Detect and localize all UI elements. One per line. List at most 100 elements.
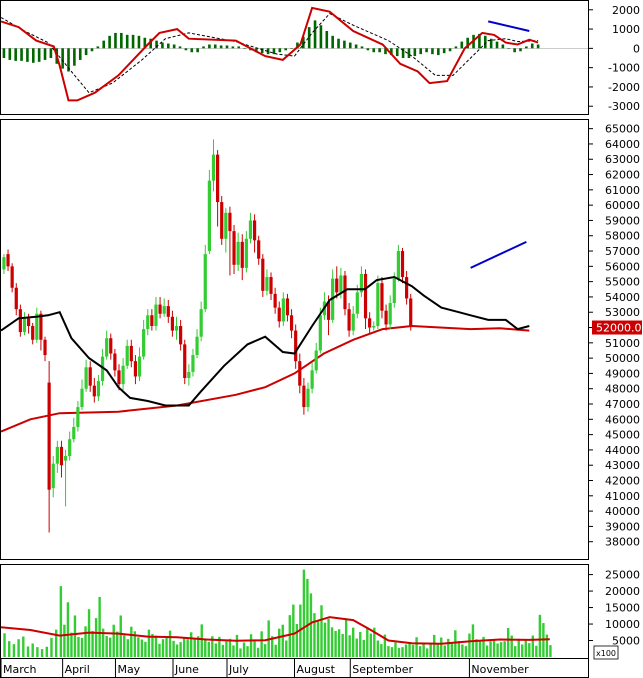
volume-bar xyxy=(461,644,464,657)
macd-histogram-bar xyxy=(366,48,370,51)
volume-bar xyxy=(309,593,313,657)
price-candle-body xyxy=(63,456,68,461)
price-candle-body xyxy=(137,356,142,377)
macd-histogram-bar xyxy=(501,44,505,49)
macd-histogram-bar xyxy=(184,48,188,51)
volume-bar xyxy=(528,643,531,657)
price-candle-body xyxy=(207,180,211,252)
macd-histogram-bar xyxy=(519,48,522,52)
price-candle-body xyxy=(277,307,281,322)
price-candle-body xyxy=(244,238,248,268)
price-candle-body xyxy=(18,309,22,333)
price-candle-body xyxy=(269,277,273,294)
macd-axis-tick-label: 1000 xyxy=(612,23,640,36)
macd-histogram-bar xyxy=(102,40,106,49)
price-axis-tick-label: 38000 xyxy=(605,536,640,549)
volume-bar xyxy=(147,629,151,657)
macd-histogram-bar xyxy=(143,37,147,49)
volume-bar xyxy=(506,627,510,657)
macd-histogram-bar xyxy=(120,32,123,49)
volume-bar xyxy=(373,627,376,657)
price-candle-body xyxy=(228,212,232,232)
volume-bar xyxy=(313,613,316,657)
macd-histogram-bar xyxy=(530,43,534,49)
price-candle-body xyxy=(199,309,203,337)
volume-bar xyxy=(63,624,66,657)
price-candle-body xyxy=(187,371,191,379)
volume-bar xyxy=(302,569,306,657)
price-candle-body xyxy=(68,439,72,457)
macd-histogram-bar xyxy=(84,48,88,56)
macd-histogram-bar xyxy=(454,46,458,49)
price-candle-body xyxy=(158,304,162,314)
last-price-label-bg xyxy=(592,320,642,335)
volume-bar xyxy=(253,641,256,657)
volume-bar xyxy=(369,633,373,657)
price-candle-body xyxy=(113,353,117,371)
price-candle-body xyxy=(142,329,146,357)
volume-bar xyxy=(263,644,267,657)
macd-histogram-bar xyxy=(2,48,6,58)
macd-histogram-bar xyxy=(413,48,417,57)
macd-histogram-bar xyxy=(137,35,141,49)
macd-histogram-bar xyxy=(319,25,323,49)
month-label: August xyxy=(297,663,336,676)
macd-histogram-bar xyxy=(255,48,258,53)
macd-histogram-bar xyxy=(202,46,205,49)
volume-bar xyxy=(380,644,383,657)
price-candle-body xyxy=(6,254,10,267)
price-candle-body xyxy=(55,446,59,464)
volume-bar xyxy=(179,642,182,657)
volume-axis-tick-label: 5000 xyxy=(612,635,640,648)
price-candle-body xyxy=(388,303,392,325)
price-candle-body xyxy=(248,220,253,239)
price-axis-tick-label: 56000 xyxy=(605,260,640,273)
volume-bar xyxy=(214,643,218,657)
price-candle-body xyxy=(51,463,55,489)
price-axis-tick-label: 45000 xyxy=(605,429,640,442)
macd-histogram-bar xyxy=(331,35,334,49)
volume-bar xyxy=(489,641,492,657)
volume-bar xyxy=(447,638,450,657)
volume-bar xyxy=(242,642,246,657)
macd-histogram-bar xyxy=(90,48,94,52)
volume-bar xyxy=(274,644,277,657)
volume-bar xyxy=(94,618,98,657)
volume-bar xyxy=(355,638,358,657)
price-candle-body xyxy=(310,370,314,389)
volume-bar xyxy=(499,642,503,657)
volume-bar xyxy=(440,637,443,657)
month-label: July xyxy=(228,663,249,676)
volume-bar xyxy=(478,640,482,657)
volume-bar xyxy=(429,644,432,657)
price-axis-tick-label: 59000 xyxy=(605,214,640,227)
volume-bar xyxy=(330,627,334,657)
price-candle-body xyxy=(289,315,294,331)
macd-histogram-bar xyxy=(208,44,211,49)
macd-histogram-bar xyxy=(478,33,481,49)
macd-histogram-bar xyxy=(360,46,364,49)
price-candle-body xyxy=(166,306,170,317)
price-candle-body xyxy=(409,298,413,326)
volume-bar xyxy=(175,644,179,657)
price-ma-short-line xyxy=(0,275,530,407)
volume-panel xyxy=(0,569,552,657)
macd-histogram-bar xyxy=(442,48,446,54)
macd-histogram-bar xyxy=(296,42,299,49)
volume-bar xyxy=(256,647,260,657)
macd-histogram-bar xyxy=(407,48,411,58)
price-candle-body xyxy=(396,251,400,279)
month-label: April xyxy=(65,663,90,676)
volume-bar xyxy=(165,637,168,657)
volume-bar xyxy=(366,627,369,657)
macd-histogram-bar xyxy=(343,40,346,49)
volume-bar xyxy=(464,646,468,657)
price-candle-body xyxy=(47,382,51,490)
month-label: June xyxy=(174,663,199,676)
price-panel xyxy=(0,139,530,533)
price-candle-body xyxy=(298,361,302,386)
macd-histogram-bar xyxy=(437,48,440,56)
price-candle-body xyxy=(392,278,396,304)
price-candle-body xyxy=(211,154,216,181)
macd-histogram-bar xyxy=(213,44,217,49)
